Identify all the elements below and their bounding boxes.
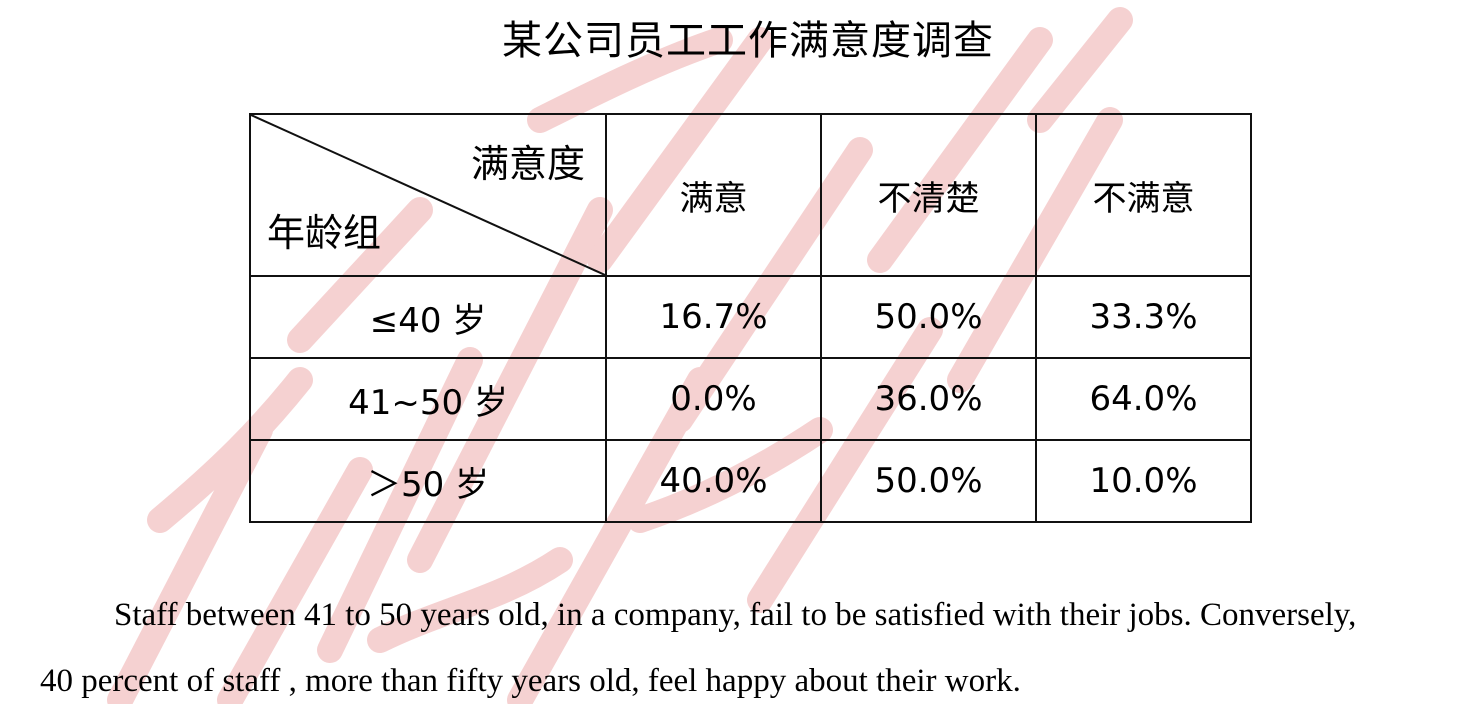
- satisfaction-table: 满意度 年龄组 满意 不清楚 不满意 ≤40 岁 16.7% 50.0% 33.…: [249, 113, 1252, 523]
- page-title: 某公司员工工作满意度调查: [502, 18, 994, 64]
- table-row: ＞50 岁 40.0% 50.0% 10.0%: [249, 439, 1252, 523]
- paragraph-line-1: Staff between 41 to 50 years old, in a c…: [40, 582, 1476, 648]
- table-header-row: 满意度 年龄组 满意 不清楚 不满意: [249, 113, 1252, 277]
- corner-label-satisfaction: 满意度: [470, 142, 585, 186]
- table-cell: 16.7%: [605, 275, 822, 359]
- corner-diagonal-cell: 满意度 年龄组: [249, 113, 607, 277]
- table-cell: 33.3%: [1035, 275, 1252, 359]
- column-header-unsure: 不清楚: [820, 113, 1037, 277]
- column-header-satisfied: 满意: [605, 113, 822, 277]
- table-cell: 36.0%: [820, 357, 1037, 441]
- table-cell: 0.0%: [605, 357, 822, 441]
- body-paragraph: Staff between 41 to 50 years old, in a c…: [40, 582, 1476, 714]
- row-label-age: 41~50 岁: [249, 357, 607, 441]
- table-row: ≤40 岁 16.7% 50.0% 33.3%: [249, 275, 1252, 359]
- table-cell: 50.0%: [820, 275, 1037, 359]
- row-label-age: ＞50 岁: [249, 439, 607, 523]
- table-cell: 50.0%: [820, 439, 1037, 523]
- row-label-age: ≤40 岁: [249, 275, 607, 359]
- corner-label-age-group: 年龄组: [267, 211, 382, 255]
- paragraph-text-1: Staff between 41 to 50 years old, in a c…: [114, 597, 1357, 633]
- table-cell: 10.0%: [1035, 439, 1252, 523]
- column-header-unsatisfied: 不满意: [1035, 113, 1252, 277]
- paragraph-line-2: 40 percent of staff , more than fifty ye…: [40, 663, 1021, 699]
- table-row: 41~50 岁 0.0% 36.0% 64.0%: [249, 357, 1252, 441]
- table-cell: 40.0%: [605, 439, 822, 523]
- table-cell: 64.0%: [1035, 357, 1252, 441]
